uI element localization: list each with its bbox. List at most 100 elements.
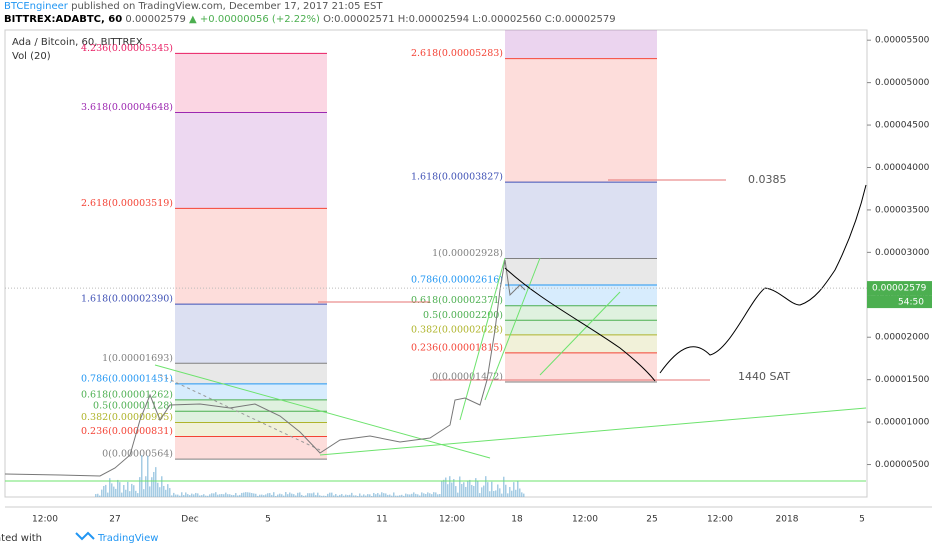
fib-label: 4.236(0.00005345): [81, 43, 173, 54]
volume-bar: [503, 476, 505, 497]
volume-bar: [387, 494, 389, 497]
volume-bar: [491, 481, 493, 497]
annotation: 1440 SAT: [738, 370, 790, 383]
volume-bar: [187, 494, 189, 497]
volume-bar: [429, 493, 431, 497]
volume-bar: [159, 487, 161, 497]
volume-bar: [195, 492, 197, 497]
volume-bar: [515, 489, 517, 497]
volume-bar: [217, 494, 219, 497]
volume-bar: [183, 495, 185, 497]
volume-bar: [277, 494, 279, 497]
trend-line: [154, 364, 491, 459]
volume-bar: [103, 486, 105, 497]
volume-bar: [391, 495, 393, 497]
volume-bar: [135, 490, 137, 497]
volume-bar: [147, 455, 149, 497]
volume-bar: [271, 494, 273, 497]
volume-bar: [409, 494, 411, 497]
volume-bar: [149, 486, 151, 497]
volume-bar: [193, 494, 195, 497]
volume-bar: [233, 495, 235, 497]
volume-bar: [175, 494, 177, 497]
volume-bar: [369, 494, 371, 497]
volume-bar: [223, 494, 225, 497]
volume-bar: [301, 494, 303, 497]
volume-bar: [269, 493, 271, 497]
volume-bar: [155, 467, 157, 497]
fib-zone-top: [505, 30, 657, 58]
volume-bar: [365, 495, 367, 497]
volume-bar: [285, 492, 287, 497]
volume-bar: [219, 494, 221, 497]
volume-bar: [125, 489, 127, 497]
volume-bar: [241, 492, 243, 497]
volume-bar: [281, 494, 283, 497]
volume-bar: [383, 493, 385, 497]
volume-bar: [115, 488, 117, 497]
volume-bar: [319, 495, 321, 497]
volume-bar: [275, 495, 277, 497]
volume-bar: [119, 482, 121, 497]
time-tick-label: 27: [109, 515, 120, 525]
volume-bar: [511, 490, 513, 497]
volume-bar: [507, 493, 509, 497]
volume-bar: [291, 493, 293, 497]
volume-bar: [363, 494, 365, 497]
volume-bar: [111, 483, 113, 497]
price-tick-label: 0.00005500: [875, 36, 930, 46]
volume-bar: [203, 494, 205, 497]
volume-bar: [349, 494, 351, 497]
volume-bar: [359, 493, 361, 497]
volume-bar: [493, 490, 495, 497]
price: 0.00002579: [125, 14, 186, 25]
fib-label: 0(0.00000564): [102, 449, 173, 460]
fib-label: 0.5(0.00002200): [423, 310, 503, 321]
volume-bar: [189, 495, 191, 497]
ohlc: O:0.00002571 H:0.00002594 L:0.00002560 C…: [323, 14, 616, 25]
volume-bar: [353, 495, 355, 497]
volume-bar: [107, 492, 109, 497]
volume-bar: [403, 495, 405, 497]
fib-label: 0.382(0.00000995): [81, 412, 173, 423]
volume-bar: [131, 483, 133, 497]
volume-bar: [221, 494, 223, 497]
volume-bar: [499, 488, 501, 497]
footer-brand[interactable]: TradingView: [97, 533, 158, 544]
volume-bar: [393, 492, 395, 497]
time-tick-label: 2018: [776, 515, 799, 525]
volume-bar: [309, 493, 311, 497]
volume-bar: [255, 493, 257, 497]
volume-bar: [413, 492, 415, 497]
price-tick-label: 0.00004000: [875, 163, 930, 173]
volume-bar: [483, 485, 485, 497]
fib-label: 1(0.00001693): [102, 353, 173, 364]
volume-bar: [247, 492, 249, 497]
fib-label: 0.618(0.00001262): [81, 389, 173, 400]
change: ▲ +0.00000056 (+2.22%): [189, 14, 320, 25]
fib-label: 0.786(0.00002616): [411, 274, 503, 285]
volume-bar: [357, 495, 359, 497]
volume-bar: [377, 493, 379, 497]
volume: [95, 455, 525, 497]
drawings: [4, 179, 867, 482]
time-tick-label: Dec: [181, 515, 198, 525]
fib-zone: [175, 304, 327, 364]
fib-zone: [505, 182, 657, 259]
volume-bar: [407, 494, 409, 497]
volume-bar: [449, 476, 451, 497]
volume-bar: [249, 492, 251, 497]
volume-bar: [229, 494, 231, 497]
volume-bar: [487, 482, 489, 497]
volume-bar: [123, 485, 125, 497]
volume-bar: [97, 493, 99, 497]
volume-bar: [209, 494, 211, 497]
fib-zone: [505, 320, 657, 335]
fib-zone: [505, 258, 657, 285]
author[interactable]: BTCEngineer: [4, 1, 68, 12]
annotation: 0.0385: [748, 173, 787, 186]
volume-bar: [201, 495, 203, 497]
legend-volume: Vol (20): [12, 51, 51, 62]
